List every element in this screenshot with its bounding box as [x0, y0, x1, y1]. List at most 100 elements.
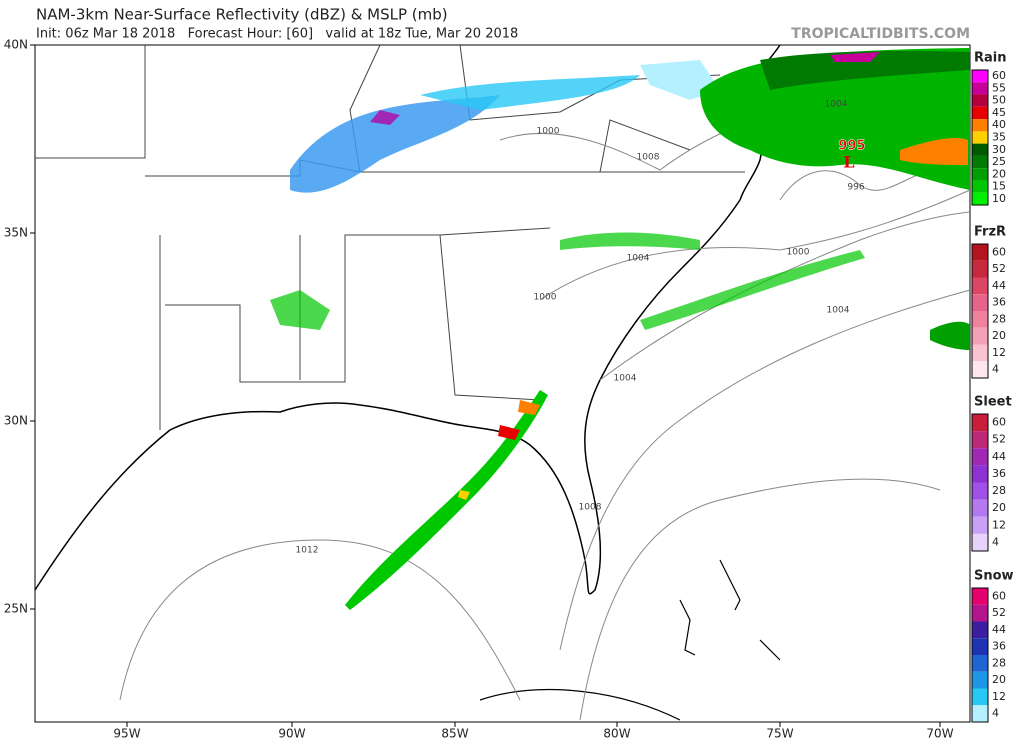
- legend-title: Sleet: [974, 395, 1012, 410]
- legend-swatch: [972, 244, 988, 261]
- legend-label: 60: [992, 589, 1006, 602]
- legend-frame: [971, 69, 989, 206]
- legend-swatch: [972, 361, 988, 378]
- legend-swatch: [972, 327, 988, 345]
- legend-label: 45: [992, 106, 1006, 119]
- legend-label: 60: [992, 245, 1006, 258]
- lat-label: 40N: [4, 38, 28, 52]
- isobar-label: 1000: [787, 248, 810, 258]
- lon-label: 70W: [926, 727, 953, 741]
- legend-label: 28: [992, 656, 1006, 669]
- legend-label: 4: [992, 363, 999, 376]
- legend-label: 52: [992, 606, 1006, 619]
- isobar-label: 1008: [579, 503, 602, 513]
- legend-swatch: [972, 192, 988, 205]
- low-pressure: 995: [838, 139, 865, 154]
- isobar-label: 1000: [537, 127, 560, 137]
- legend-title: Snow: [974, 569, 1014, 584]
- legend-label: 60: [992, 416, 1006, 429]
- legend-label: 12: [992, 346, 1006, 359]
- legend-swatch: [972, 180, 988, 193]
- legend-label: 50: [992, 94, 1006, 107]
- isobar-label: 1012: [296, 546, 319, 556]
- legend-swatch: [972, 82, 988, 95]
- lat-label: 35N: [4, 226, 28, 240]
- legend-frame: [971, 587, 989, 723]
- legend-label: 36: [992, 640, 1006, 653]
- lon-label: 85W: [441, 727, 468, 741]
- legend-label: 44: [992, 279, 1006, 292]
- legend-label: 30: [992, 143, 1006, 156]
- legend-swatch: [972, 106, 988, 120]
- lat-label: 30N: [4, 414, 28, 428]
- legend-swatch: [972, 414, 988, 432]
- isobar-label: 1004: [825, 100, 848, 110]
- legend-swatch: [972, 94, 988, 107]
- legend-swatch: [972, 621, 988, 639]
- legend-label: 52: [992, 262, 1006, 275]
- legend-frame: [971, 413, 989, 552]
- legend-label: 28: [992, 484, 1006, 497]
- legend-swatch: [972, 465, 988, 483]
- legend-swatch: [972, 604, 988, 622]
- legend-swatch: [972, 431, 988, 449]
- legend-label: 36: [992, 296, 1006, 309]
- legend-swatch: [972, 588, 988, 605]
- legend-label: 20: [992, 167, 1006, 180]
- legend-label: 20: [992, 501, 1006, 514]
- legend-swatch: [972, 671, 988, 689]
- lon-label: 75W: [766, 727, 793, 741]
- lon-label: 95W: [113, 727, 140, 741]
- legend-swatch: [972, 688, 988, 706]
- legend-label: 15: [992, 180, 1006, 193]
- isobar-label: 1004: [827, 306, 850, 316]
- legend-label: 28: [992, 312, 1006, 325]
- subtitle: Init: 06z Mar 18 2018 Forecast Hour: [60…: [36, 27, 518, 42]
- legend-title: FrzR: [974, 225, 1006, 240]
- legend-swatch: [972, 516, 988, 534]
- legend-label: 10: [992, 192, 1006, 205]
- isobar-label: 1004: [627, 254, 650, 264]
- legend-swatch: [972, 655, 988, 672]
- lon-label: 80W: [603, 727, 630, 741]
- legend-swatch: [972, 119, 988, 132]
- precipitation: [270, 48, 970, 610]
- lat-label: 25N: [4, 602, 28, 616]
- legend-label: 35: [992, 131, 1006, 144]
- legend-label: 36: [992, 467, 1006, 480]
- islands: [679, 559, 781, 661]
- legend-swatch: [972, 277, 988, 295]
- legend-frame: [971, 243, 989, 379]
- legend-swatch: [972, 168, 988, 181]
- legend-swatch: [972, 533, 988, 551]
- legend-swatch: [972, 311, 988, 328]
- legend-label: 55: [992, 81, 1006, 94]
- legend-label: 44: [992, 450, 1006, 463]
- legend-swatch: [972, 143, 988, 156]
- legend-swatch: [972, 131, 988, 144]
- legend-swatch: [972, 344, 988, 362]
- isobar-label: 1004: [614, 374, 637, 384]
- legend-label: 44: [992, 623, 1006, 636]
- isobar-label: 1008: [637, 153, 660, 163]
- legend-swatch: [972, 499, 988, 517]
- map: [34, 44, 971, 723]
- legend-label: 4: [992, 707, 999, 720]
- legend-label: 20: [992, 329, 1006, 342]
- title: NAM-3km Near-Surface Reflectivity (dBZ) …: [36, 6, 448, 24]
- legend-swatch: [972, 482, 988, 500]
- low-symbol: L: [843, 153, 854, 172]
- coastline: [34, 199, 741, 595]
- legend-label: 4: [992, 535, 999, 548]
- legend-swatch: [972, 155, 988, 169]
- legend-swatch: [972, 705, 988, 722]
- legend-label: 60: [992, 69, 1006, 82]
- lon-label: 90W: [278, 727, 305, 741]
- legend-label: 12: [992, 518, 1006, 531]
- legend-swatch: [972, 448, 988, 466]
- isobar-label: 996: [847, 183, 864, 193]
- legend-label: 40: [992, 118, 1006, 131]
- legend-label: 12: [992, 690, 1006, 703]
- site-name: TROPICALTIDBITS.COM: [791, 26, 970, 42]
